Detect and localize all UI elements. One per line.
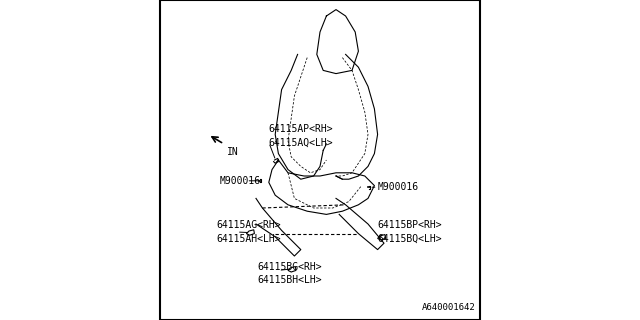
Polygon shape <box>378 235 385 240</box>
Text: IN: IN <box>227 147 239 157</box>
Text: M900016: M900016 <box>378 182 419 192</box>
Text: 64115AG<RH>
64115AH<LH>: 64115AG<RH> 64115AH<LH> <box>216 220 280 244</box>
Polygon shape <box>288 267 296 272</box>
Text: A640001642: A640001642 <box>422 303 475 312</box>
Text: 64115BG<RH>
64115BH<LH>: 64115BG<RH> 64115BH<LH> <box>258 262 322 285</box>
Text: 64115AP<RH>
64115AQ<LH>: 64115AP<RH> 64115AQ<LH> <box>269 124 333 148</box>
Text: M900016: M900016 <box>219 176 260 186</box>
Polygon shape <box>246 230 254 235</box>
Text: 64115BP<RH>
64115BQ<LH>: 64115BP<RH> 64115BQ<LH> <box>378 220 442 244</box>
